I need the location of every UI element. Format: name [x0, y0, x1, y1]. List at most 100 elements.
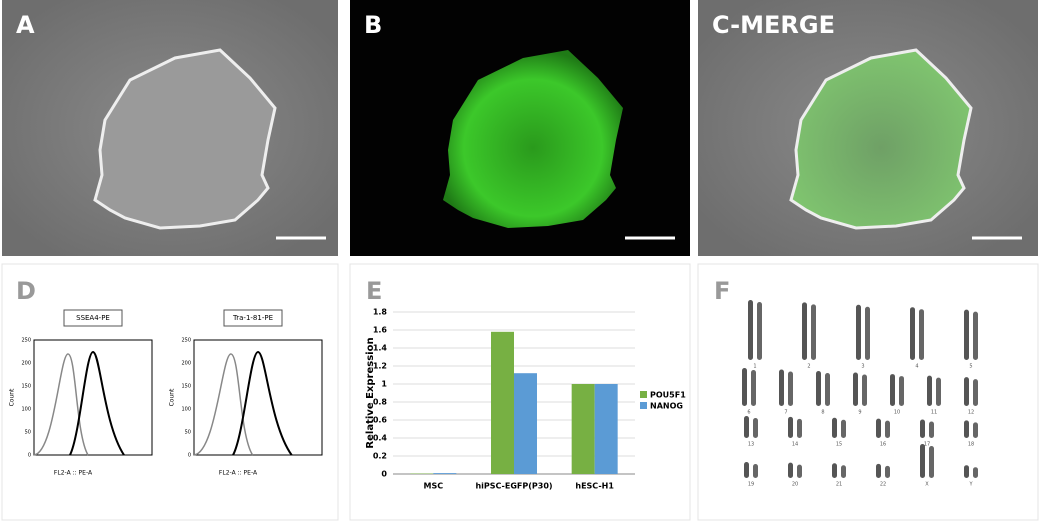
x-axis-label: FL2-A :: PE-A — [219, 470, 258, 477]
bar — [572, 384, 595, 474]
legend-swatch — [640, 391, 647, 398]
chromosome-number: 5 — [969, 364, 972, 370]
chromosome — [973, 467, 978, 478]
y-tick-label: 150 — [181, 384, 191, 390]
bar — [595, 384, 618, 474]
chromosome-number: 4 — [915, 364, 918, 370]
legend-label: POU5F1 — [650, 391, 686, 400]
chromosome-number: 21 — [836, 482, 842, 488]
panel-label: C-MERGE — [712, 11, 835, 39]
chromosome — [816, 371, 821, 406]
chromosome — [899, 376, 904, 406]
chromosome — [927, 376, 932, 406]
x-tick-label: hESC-H1 — [575, 482, 614, 491]
chromosome — [744, 416, 749, 438]
y-tick-label: 250 — [21, 338, 31, 344]
chromosome-number: 3 — [861, 364, 864, 370]
chromosome — [825, 373, 830, 406]
y-tick-label: 100 — [21, 407, 31, 413]
chromosome — [920, 420, 925, 438]
chromosome — [832, 418, 837, 438]
chromosome-number: 10 — [894, 410, 900, 416]
bar — [491, 332, 514, 474]
legend-swatch — [640, 402, 647, 409]
chromosome — [890, 374, 895, 406]
chromosome-number: 1 — [753, 364, 756, 370]
y-tick-label: 1.8 — [373, 308, 388, 317]
chromosome — [802, 302, 807, 360]
chromosome — [964, 377, 969, 406]
y-tick-label: 1.6 — [373, 326, 388, 335]
chromosome-number: 22 — [880, 482, 886, 488]
chromosome — [841, 420, 846, 438]
bar — [514, 373, 537, 474]
y-tick-label: 0.2 — [373, 452, 387, 461]
chromosome-number: 14 — [792, 442, 798, 448]
chromosome — [973, 422, 978, 438]
y-tick-label: 0 — [28, 453, 31, 459]
chromosome-number: 18 — [968, 442, 974, 448]
chromosome — [929, 422, 934, 438]
chromosome — [811, 304, 816, 360]
panel-a: A — [2, 0, 338, 256]
y-axis-label: Count — [9, 388, 16, 406]
chromosome — [744, 462, 749, 478]
histogram-title: SSEA4-PE — [76, 314, 110, 322]
chromosome-number: 6 — [747, 410, 750, 416]
panel-label: B — [364, 11, 382, 39]
y-tick-label: 50 — [185, 430, 191, 436]
chromosome — [964, 310, 969, 360]
chromosome — [876, 464, 881, 478]
chromosome — [788, 417, 793, 438]
chromosome — [856, 305, 861, 360]
chromosome-number: 15 — [836, 442, 842, 448]
panel-c: C-MERGE — [698, 0, 1038, 256]
chromosome — [936, 378, 941, 406]
chromosome — [964, 420, 969, 438]
chromosome — [841, 465, 846, 478]
chromosome-number: 12 — [968, 410, 974, 416]
chromosome — [748, 300, 753, 360]
y-tick-label: 200 — [181, 361, 191, 367]
y-tick-label: 100 — [181, 407, 191, 413]
chromosome — [865, 307, 870, 360]
chromosome — [919, 309, 924, 360]
chromosome — [885, 466, 890, 478]
chromosome-number: 13 — [748, 442, 754, 448]
chromosome — [757, 302, 762, 360]
chromosome — [788, 372, 793, 406]
chromosome — [973, 312, 978, 360]
chromosome — [742, 368, 747, 406]
panel-label: F — [714, 277, 730, 305]
chromosome-number: 16 — [880, 442, 886, 448]
y-tick-label: 0 — [188, 453, 191, 459]
panel-label: E — [366, 277, 382, 305]
panel-b: B — [350, 0, 690, 256]
chromosome — [753, 464, 758, 478]
y-tick-label: 150 — [21, 384, 31, 390]
chromosome-number: 11 — [931, 410, 937, 416]
chromosome — [853, 373, 858, 406]
chromosome — [885, 421, 890, 438]
y-tick-label: 1 — [381, 380, 387, 389]
chromosome — [797, 465, 802, 478]
x-axis-label: FL2-A :: PE-A — [54, 470, 93, 477]
chromosome — [964, 465, 969, 478]
chromosome-number: 19 — [748, 482, 754, 488]
chromosome — [920, 444, 925, 478]
chromosome-number: 7 — [784, 410, 787, 416]
y-axis-label: Count — [169, 388, 176, 406]
chromosome — [973, 379, 978, 406]
chromosome — [832, 463, 837, 478]
chromosome — [751, 370, 756, 406]
panel-label: D — [16, 277, 36, 305]
chromosome — [862, 375, 867, 406]
y-tick-label: 0 — [381, 470, 387, 479]
chromosome — [788, 463, 793, 478]
chromosome — [753, 418, 758, 438]
chromosome-number: X — [925, 482, 929, 488]
chromosome — [929, 446, 934, 478]
chromosome-number: 20 — [792, 482, 798, 488]
chromosome — [910, 307, 915, 360]
